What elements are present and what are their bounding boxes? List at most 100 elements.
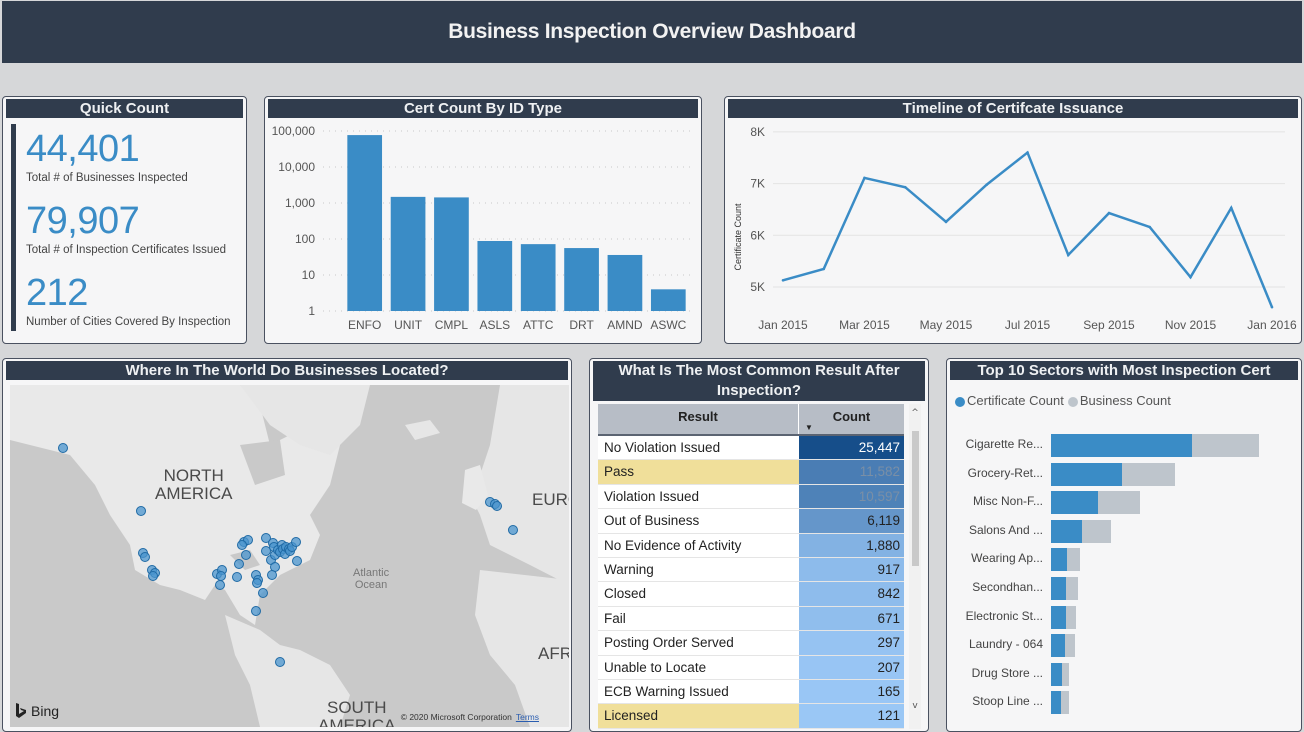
data-point[interactable] xyxy=(985,183,989,186)
legend-item-business-count[interactable]: Business Count xyxy=(1067,393,1171,408)
timeline-chart[interactable]: 5K 6K 7K 8K Certificate Count Jan 2015 Mar 201… xyxy=(725,97,1302,344)
map-marker[interactable] xyxy=(140,552,150,562)
map-marker[interactable] xyxy=(258,588,268,598)
data-point[interactable] xyxy=(1270,305,1274,309)
cert-count-chart[interactable]: 1 10 100 1,000 10,000 100,000 ENFO UNIT CMPL ASLS… xyxy=(265,97,702,344)
bar-business-count[interactable] xyxy=(1065,634,1076,658)
sector-label: Secondhan... xyxy=(972,580,1043,594)
bar-certificate-count[interactable] xyxy=(1051,491,1098,515)
x-tick-label: ATTC xyxy=(523,318,554,332)
panel-title: Where In The World Do Businesses Located… xyxy=(6,361,568,380)
bar-aswc[interactable] xyxy=(650,289,686,311)
table-row[interactable]: Unable to Locate 207 xyxy=(598,655,904,680)
series-line[interactable] xyxy=(782,150,1274,308)
bar-enfo[interactable] xyxy=(347,135,383,311)
data-point[interactable] xyxy=(1148,225,1152,229)
bar-unit[interactable] xyxy=(390,196,426,311)
table-row[interactable]: Pass 11,582 xyxy=(598,460,904,485)
bar-certificate-count[interactable] xyxy=(1051,462,1123,486)
bar-amnd[interactable] xyxy=(607,254,643,311)
map-marker[interactable] xyxy=(267,570,277,580)
sector-row[interactable]: Misc Non-F... xyxy=(947,491,1297,515)
table-row[interactable]: No Evidence of Activity 1,880 xyxy=(598,533,904,558)
table-row[interactable]: Warning 917 xyxy=(598,557,904,583)
terms-link[interactable]: Terms xyxy=(515,712,539,722)
bar-business-count[interactable] xyxy=(1122,462,1176,486)
table-row[interactable]: No Violation Issued 25,447 xyxy=(598,436,904,461)
sector-row[interactable]: Electronic St... xyxy=(947,605,1297,630)
data-point[interactable] xyxy=(1026,151,1029,154)
table-row[interactable]: Violation Issued 10,597 xyxy=(598,484,904,510)
bar-business-count[interactable] xyxy=(1061,662,1069,686)
map-marker[interactable] xyxy=(58,443,68,453)
data-point[interactable] xyxy=(1189,275,1192,279)
map-marker[interactable] xyxy=(237,540,247,550)
bar-business-count[interactable] xyxy=(1191,434,1259,457)
bar-business-count[interactable] xyxy=(1082,519,1112,543)
bar-business-count[interactable] xyxy=(1061,691,1069,715)
data-point[interactable] xyxy=(1066,253,1070,257)
sector-row[interactable]: Secondhan... xyxy=(947,577,1297,601)
column-header-count[interactable]: Count ▼ xyxy=(799,404,904,434)
table-row[interactable]: Fail 671 xyxy=(598,606,904,632)
bar-certificate-count[interactable] xyxy=(1051,519,1083,543)
scroll-up-icon[interactable]: ^ xyxy=(911,408,919,418)
bar-attc[interactable] xyxy=(520,244,556,311)
map-marker[interactable] xyxy=(508,525,518,535)
bar-business-count[interactable] xyxy=(1097,491,1141,515)
bar-certificate-count[interactable] xyxy=(1051,691,1062,715)
table-scrollbar[interactable]: ^ v xyxy=(909,404,921,729)
table-row[interactable]: ECB Warning Issued 165 xyxy=(598,679,904,705)
bar-certificate-count[interactable] xyxy=(1051,634,1066,658)
bar-certificate-count[interactable] xyxy=(1051,577,1066,600)
map-marker[interactable] xyxy=(492,501,502,511)
sector-row[interactable]: Laundry - 064 xyxy=(947,634,1297,658)
data-point[interactable] xyxy=(781,278,785,282)
bar-certificate-count[interactable] xyxy=(1051,662,1062,686)
sector-row[interactable]: Drug Store ... xyxy=(947,662,1297,687)
scroll-down-icon[interactable]: v xyxy=(912,701,918,711)
table-row[interactable]: Closed 842 xyxy=(598,582,904,607)
sector-row[interactable]: Cigarette Re... xyxy=(947,434,1297,458)
sector-row[interactable]: Wearing Ap... xyxy=(947,548,1297,572)
column-header-count-label: Count xyxy=(832,409,871,424)
bar-business-count[interactable] xyxy=(1065,577,1078,600)
data-point[interactable] xyxy=(944,220,948,224)
bar-asls[interactable] xyxy=(477,240,513,311)
bar-certificate-count[interactable] xyxy=(1051,605,1066,629)
table-row[interactable]: Licensed 121 xyxy=(598,704,904,729)
map-marker[interactable] xyxy=(251,606,261,616)
sector-row[interactable]: Salons And ... xyxy=(947,519,1297,544)
map-marker[interactable] xyxy=(136,506,146,516)
dashboard-title: Business Inspection Overview Dashboard xyxy=(2,1,1302,63)
map-marker[interactable] xyxy=(234,559,244,569)
bar-drt[interactable] xyxy=(564,248,599,311)
bar-cmpl[interactable] xyxy=(434,197,469,311)
bar-certificate-count[interactable] xyxy=(1051,434,1192,457)
sector-row[interactable]: Grocery-Ret... xyxy=(947,462,1297,487)
legend-item-certificate-count[interactable]: Certificate Count xyxy=(955,393,1064,408)
data-point[interactable] xyxy=(863,176,866,180)
data-point[interactable] xyxy=(1229,206,1233,210)
map-marker[interactable] xyxy=(252,578,262,588)
map-marker[interactable] xyxy=(292,556,302,566)
map-marker[interactable] xyxy=(148,571,158,581)
map-marker[interactable] xyxy=(232,572,242,582)
bar-business-count[interactable] xyxy=(1065,605,1076,629)
table-row[interactable]: Posting Order Served 297 xyxy=(598,631,904,656)
count-cell: 25,447 xyxy=(799,436,904,460)
table-row[interactable]: Out of Business 6,119 xyxy=(598,509,904,534)
map-marker[interactable] xyxy=(291,537,301,547)
data-point[interactable] xyxy=(822,267,826,271)
map-marker[interactable] xyxy=(241,550,251,560)
map-marker[interactable] xyxy=(275,657,285,667)
scroll-thumb[interactable] xyxy=(912,431,919,566)
sector-row[interactable]: Stoop Line ... xyxy=(947,691,1297,715)
data-point[interactable] xyxy=(903,185,907,189)
map-marker[interactable] xyxy=(215,580,225,590)
data-point[interactable] xyxy=(1107,211,1111,215)
column-header-result[interactable]: Result xyxy=(598,404,799,434)
bar-certificate-count[interactable] xyxy=(1051,548,1068,572)
bar-business-count[interactable] xyxy=(1067,548,1080,572)
